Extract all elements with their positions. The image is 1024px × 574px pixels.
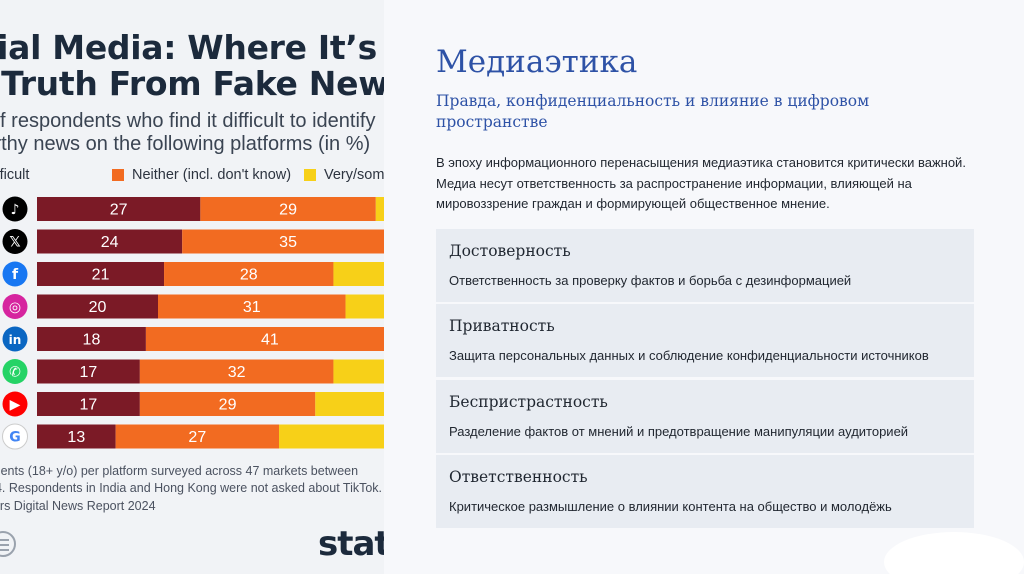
- data-label: 24: [101, 234, 119, 251]
- data-label: 13: [67, 429, 85, 446]
- card-impartiality: Беспристрастность Разделение фактов от м…: [436, 380, 974, 453]
- data-label: 28: [240, 267, 258, 284]
- linkedin-icon-glyph: in: [9, 333, 22, 347]
- facebook-icon-glyph: f: [12, 267, 19, 283]
- youtube-icon: [2, 391, 28, 417]
- bar-x-series-0: [37, 229, 183, 254]
- chart-subtitle-line-2: trustworthy news on the following platfo…: [0, 133, 371, 155]
- chart-footnote-line-1: Base: respondents (18+ y/o) per platform…: [0, 464, 359, 478]
- tiktok-icon-glyph: ♪: [11, 202, 20, 218]
- chart-footnote-line-3: Source: Reuters Digital News Report 2024: [0, 499, 156, 513]
- data-label: 32: [228, 364, 246, 381]
- data-label: 27: [188, 429, 206, 446]
- card-title: Достоверность: [449, 242, 571, 260]
- legend-item-easy: Very/somewhat easy: [304, 167, 384, 183]
- legend-label: Somewhat difficult: [0, 167, 30, 183]
- legend-label: Very/somewhat easy: [324, 167, 384, 183]
- menu-icon: [0, 531, 16, 557]
- slide-content: Медиаэтика Правда, конфиденциальность и …: [384, 0, 1024, 574]
- bar-google-series-1: [115, 424, 279, 449]
- chart-title-line-2: Tell Truth From Fake News: [0, 64, 384, 103]
- chart-image-panel: Social Media: Where It’s Hard to Tell Tr…: [0, 0, 384, 574]
- data-label: 29: [219, 397, 237, 414]
- x-icon-glyph: 𝕏: [9, 235, 20, 251]
- card-title: Приватность: [449, 317, 555, 335]
- card-accuracy: Достоверность Ответственность за проверк…: [436, 229, 974, 302]
- data-label: 17: [80, 364, 98, 381]
- chart-figure: Social Media: Where It’s Hard to Tell Tr…: [0, 0, 384, 574]
- bar-instagram-series-0: [37, 294, 158, 319]
- card-description: Ответственность за проверку фактов и бор…: [449, 273, 852, 288]
- card-privacy: Приватность Защита персональных данных и…: [436, 304, 974, 377]
- card-title: Ответственность: [449, 468, 588, 486]
- bar-x-series-1: [182, 229, 384, 254]
- data-label: 29: [279, 202, 297, 219]
- legend-item-somewhat-difficult: Somewhat difficult: [0, 167, 29, 183]
- bar-youtube-series-0: [37, 392, 140, 416]
- card-responsibility: Ответственность Критическое размышление …: [436, 455, 974, 528]
- bar-linkedin-series-1: [145, 327, 384, 351]
- instagram-icon-glyph: ◎: [9, 300, 21, 316]
- bar-linkedin-series-0: [37, 327, 146, 351]
- youtube-icon-glyph: ▶: [10, 397, 21, 413]
- data-label: 20: [89, 299, 107, 316]
- x-icon: [2, 229, 28, 254]
- data-label: 17: [80, 397, 98, 414]
- data-label: 18: [83, 332, 101, 349]
- slide-title: Медиаэтика: [436, 44, 638, 80]
- linkedin-icon: [2, 326, 28, 352]
- chart-bars-svg: ♪272944𝕏243541f212851◎203149in184141✆173…: [2, 196, 384, 450]
- bar-instagram-series-2: [345, 294, 384, 319]
- data-label: 41: [261, 332, 279, 349]
- facebook-icon: [2, 261, 28, 287]
- whatsapp-icon: [2, 359, 28, 384]
- data-label: 31: [243, 299, 261, 316]
- google-icon-glyph: G: [9, 430, 21, 446]
- slide-subtitle: Правда, конфиденциальность и влияние в ц…: [436, 92, 870, 131]
- card-title: Беспристрастность: [449, 393, 608, 411]
- instagram-icon: [2, 294, 28, 319]
- decorative-glow: [884, 532, 1024, 574]
- legend-swatch: [304, 169, 316, 181]
- bar-instagram-series-1: [158, 294, 346, 319]
- statista-logo: statista: [318, 524, 384, 564]
- google-icon: [2, 423, 28, 450]
- whatsapp-icon-glyph: ✆: [9, 365, 21, 381]
- bar-youtube-series-1: [139, 392, 316, 416]
- card-description: Защита персональных данных и соблюдение …: [449, 348, 929, 363]
- bar-whatsapp-series-0: [37, 359, 140, 384]
- card-description: Разделение фактов от мнений и предотвращ…: [449, 424, 909, 439]
- bar-youtube-series-2: [315, 392, 384, 416]
- bar-tiktok-series-2: [375, 197, 384, 221]
- bar-facebook-series-0: [37, 262, 165, 286]
- legend-label: Neither (incl. don't know): [132, 167, 292, 183]
- card-description: Критическое размышление о влиянии контен…: [449, 499, 892, 514]
- bar-google-series-0: [37, 424, 116, 449]
- data-label: 27: [110, 202, 128, 219]
- bar-tiktok-series-1: [200, 197, 376, 221]
- slide-body-text: В эпоху информационного перенасыщения ме…: [436, 155, 966, 211]
- data-label: 35: [279, 234, 297, 251]
- legend-item-neither: Neither (incl. don't know): [112, 167, 291, 183]
- chart-title-line-1: Social Media: Where It’s Hard to: [0, 28, 384, 67]
- data-label: 21: [92, 267, 110, 284]
- bar-whatsapp-series-2: [333, 359, 384, 384]
- bar-whatsapp-series-1: [139, 359, 334, 384]
- bar-facebook-series-1: [164, 262, 334, 286]
- legend-swatch: [112, 169, 124, 181]
- bar-tiktok-series-0: [37, 197, 201, 221]
- bar-facebook-series-2: [333, 262, 384, 286]
- chart-footnote-line-2: Jan–Feb 2024. Respondents in India and H…: [0, 481, 383, 495]
- chart-subtitle-line-1: Share of respondents who find it difficu…: [0, 110, 376, 132]
- bar-google-series-2: [279, 424, 384, 449]
- tiktok-icon: [2, 196, 28, 222]
